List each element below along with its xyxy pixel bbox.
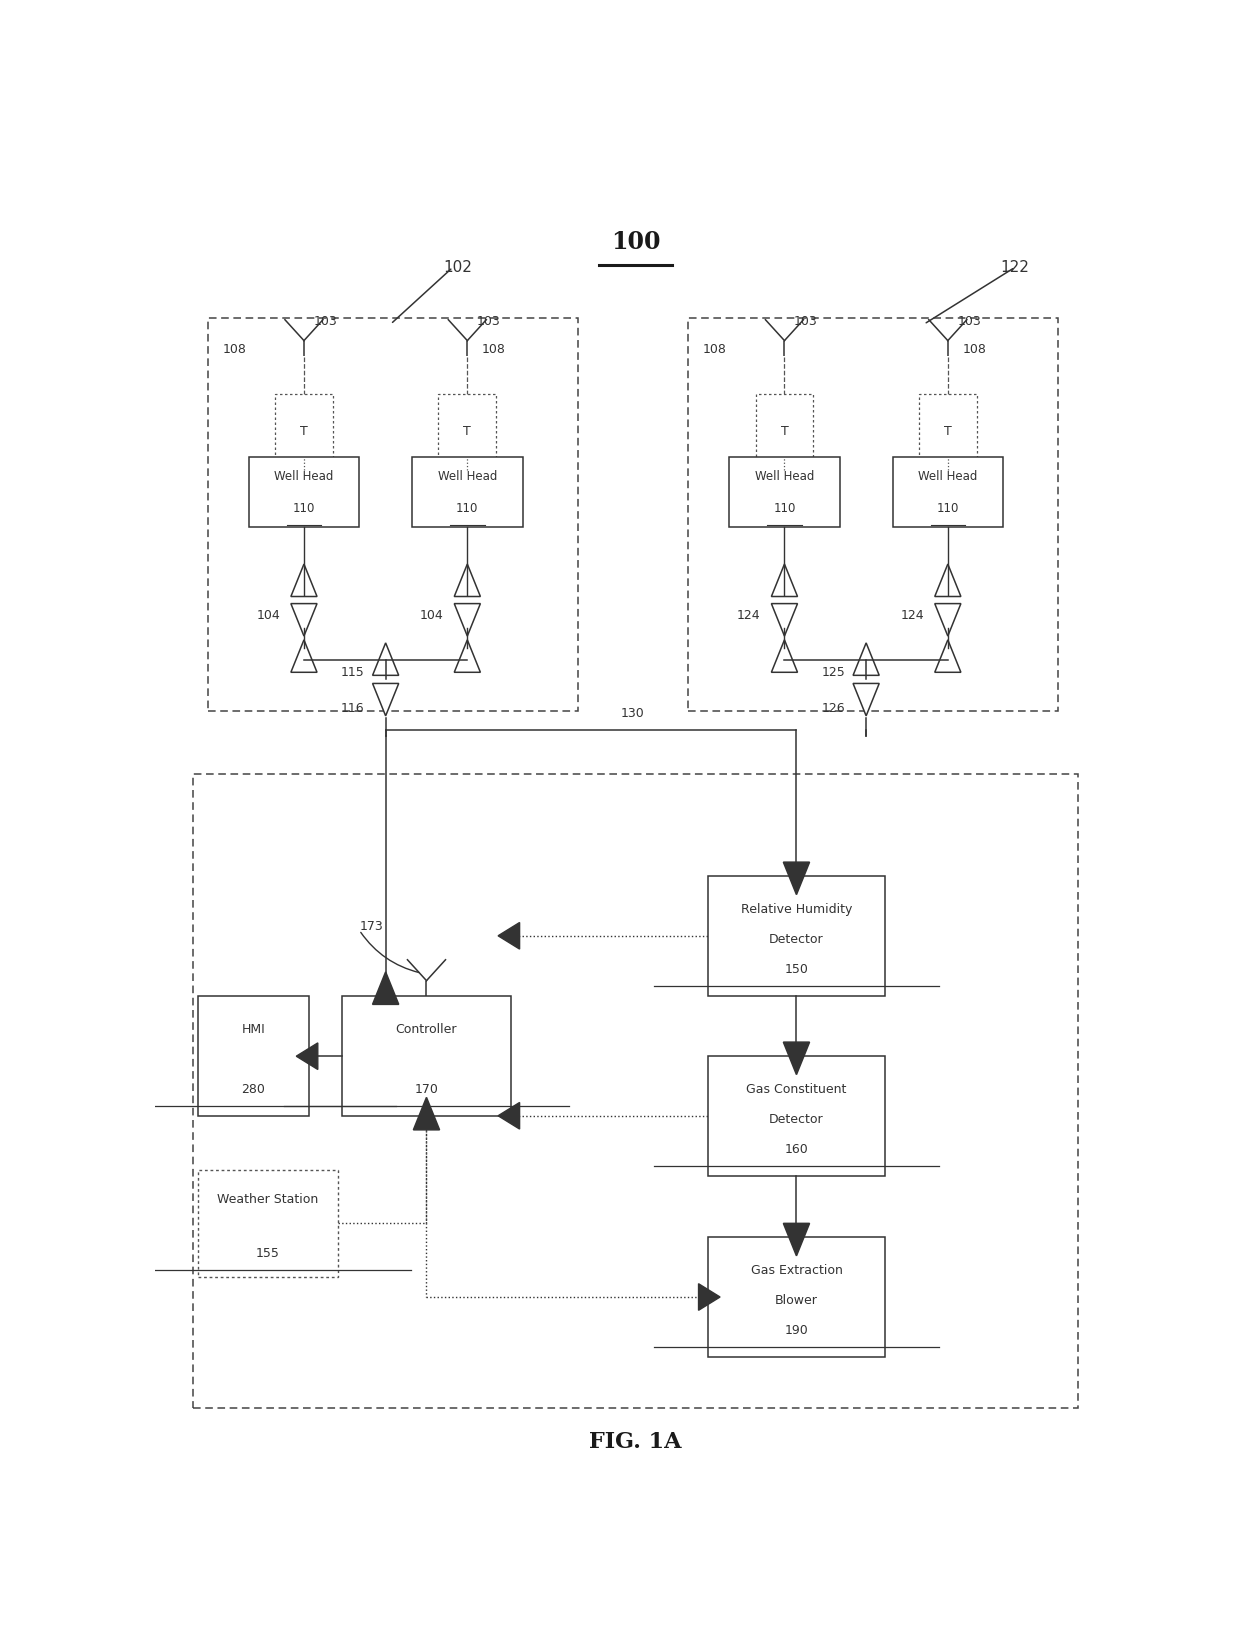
Polygon shape [498,922,520,950]
Text: 173: 173 [360,920,383,933]
Text: Well Head: Well Head [274,471,334,484]
Bar [198,1170,337,1277]
Bar [755,393,813,471]
Polygon shape [853,644,879,675]
Polygon shape [454,604,480,635]
Bar [919,393,977,471]
Polygon shape [291,640,317,672]
Text: 110: 110 [936,502,959,515]
Text: HMI: HMI [242,1024,265,1037]
Polygon shape [454,565,480,596]
Bar [708,876,885,996]
Polygon shape [935,640,961,672]
Text: T: T [300,426,308,438]
Polygon shape [935,565,961,596]
Polygon shape [771,640,797,672]
Text: FIG. 1A: FIG. 1A [589,1430,682,1453]
Text: 280: 280 [242,1083,265,1096]
Text: 110: 110 [456,502,479,515]
Text: 108: 108 [703,342,727,356]
Text: Gas Extraction: Gas Extraction [750,1264,842,1277]
Text: 170: 170 [414,1083,439,1096]
Text: 100: 100 [611,230,660,253]
Text: T: T [944,426,952,438]
Polygon shape [498,1103,520,1129]
Bar [708,1236,885,1358]
Bar [275,393,332,471]
Text: Detector: Detector [769,933,823,946]
Text: 102: 102 [444,260,472,275]
Polygon shape [784,1042,810,1075]
Polygon shape [296,1044,317,1070]
Polygon shape [935,604,961,635]
Bar [708,1055,885,1175]
Text: 190: 190 [785,1325,808,1337]
Text: Gas Constituent: Gas Constituent [746,1083,847,1096]
Text: Well Head: Well Head [755,471,815,484]
Bar [193,774,1078,1407]
Text: 122: 122 [1001,260,1029,275]
Text: 116: 116 [341,701,365,714]
Text: Well Head: Well Head [918,471,977,484]
Bar [412,458,522,527]
Text: Blower: Blower [775,1294,818,1307]
Text: 110: 110 [774,502,796,515]
Polygon shape [454,640,480,672]
Polygon shape [372,971,399,1004]
Text: 103: 103 [957,314,981,328]
Text: 108: 108 [962,342,986,356]
Bar [729,458,839,527]
Text: Weather Station: Weather Station [217,1193,319,1207]
Text: 160: 160 [785,1142,808,1155]
Text: 150: 150 [785,963,808,976]
Bar [198,996,309,1116]
Text: T: T [781,426,789,438]
Polygon shape [372,644,399,675]
Text: 104: 104 [419,609,444,622]
Text: 103: 103 [314,314,337,328]
Text: 103: 103 [477,314,501,328]
Text: Well Head: Well Head [438,471,497,484]
Polygon shape [784,1223,810,1256]
Polygon shape [291,604,317,635]
Text: Detector: Detector [769,1113,823,1126]
Text: Relative Humidity: Relative Humidity [740,902,852,915]
Text: 125: 125 [821,667,844,680]
Bar [208,318,578,711]
Bar [249,458,360,527]
Text: 108: 108 [481,342,506,356]
Polygon shape [771,565,797,596]
Text: 130: 130 [621,706,645,719]
Polygon shape [413,1098,439,1129]
Text: Controller: Controller [396,1024,458,1037]
Polygon shape [291,565,317,596]
Bar [893,458,1003,527]
Text: 126: 126 [821,701,844,714]
Text: 108: 108 [222,342,247,356]
Polygon shape [771,604,797,635]
Bar [439,393,496,471]
Polygon shape [853,683,879,716]
Text: 110: 110 [293,502,315,515]
Polygon shape [372,683,399,716]
Polygon shape [784,863,810,895]
Text: T: T [464,426,471,438]
Polygon shape [698,1284,720,1310]
Text: 103: 103 [794,314,818,328]
Text: 115: 115 [341,667,365,680]
Text: 124: 124 [900,609,924,622]
Bar [342,996,511,1116]
Text: 124: 124 [737,609,760,622]
Bar [688,318,1059,711]
Text: 155: 155 [255,1248,280,1261]
Text: 104: 104 [257,609,280,622]
